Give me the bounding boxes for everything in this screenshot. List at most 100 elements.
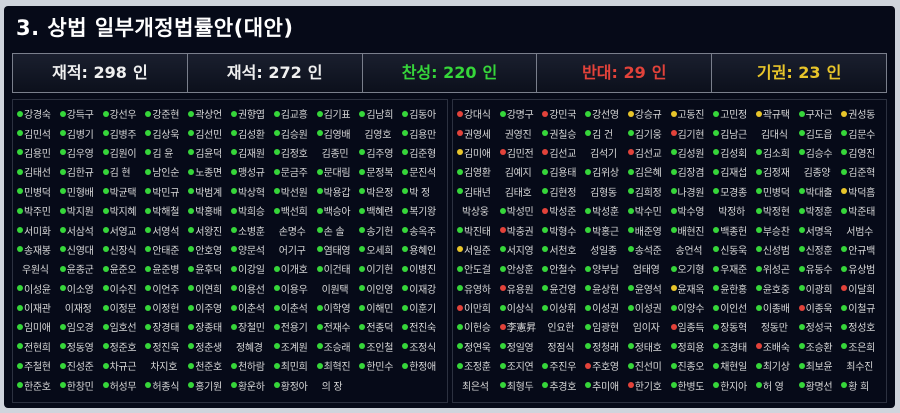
member-name: 서왕진 <box>195 226 222 238</box>
member-name: 박성훈 <box>592 207 619 219</box>
member-cell: 김기웅 <box>627 123 671 142</box>
member-cell: 김태선 <box>17 162 60 181</box>
vote-yes-indicator <box>627 362 634 369</box>
vote-yes-indicator <box>585 207 592 214</box>
vote-yes-indicator <box>230 304 237 311</box>
member-name: 민형배 <box>66 187 94 199</box>
member-name: 이성윤 <box>24 284 51 296</box>
member-cell: 윤후덕 <box>188 259 231 278</box>
member-cell: 김정재 <box>755 162 799 181</box>
member-name: 정성국 <box>805 323 833 335</box>
member-name: 배현진 <box>677 226 705 238</box>
member-cell: 손 솔 <box>316 220 360 239</box>
member-name: 이양수 <box>677 304 705 316</box>
member-name: 차규근 <box>109 362 137 374</box>
member-name: 이춘석 <box>280 304 308 316</box>
vote-yes-indicator <box>230 246 237 253</box>
member-name: 박 정 <box>409 187 430 199</box>
member-cell: 김석기 <box>585 143 628 162</box>
member-cell: 이병진 <box>402 259 445 278</box>
member-cell: 윤재옥 <box>670 279 714 298</box>
member-cell: 박주민 <box>17 201 60 220</box>
vote-no-indicator <box>585 362 592 369</box>
vote-yes-indicator <box>798 188 805 195</box>
vote-yes-indicator <box>841 207 848 214</box>
member-name: 노종면 <box>195 168 222 180</box>
vote-yes-indicator <box>230 265 237 272</box>
member-name: 김종양 <box>803 168 831 180</box>
vote-yes-indicator <box>713 227 720 234</box>
member-cell: 이종욱 <box>798 298 842 317</box>
member-cell: 박 정 <box>402 182 445 201</box>
vote-yes-indicator <box>499 110 506 117</box>
member-cell: 조은희 <box>841 337 884 356</box>
member-name: 김영호 <box>364 129 392 141</box>
member-name: 박진태 <box>464 226 491 238</box>
vote-no-indicator <box>542 149 549 156</box>
member-cell: 박형수 <box>542 220 585 239</box>
vote-yes-indicator <box>359 323 366 330</box>
member-cell: 이성윤 <box>17 279 60 298</box>
vote-yes-indicator <box>230 323 237 330</box>
member-name: 복기왕 <box>409 207 436 219</box>
member-name: 권영세 <box>464 129 491 141</box>
total-unit: 인 <box>132 63 148 82</box>
vote-yes-indicator <box>316 207 323 214</box>
member-cell: 장종태 <box>188 317 231 336</box>
member-cell: 이정문 <box>102 298 146 317</box>
member-name: 한민수 <box>366 362 394 374</box>
vote-yes-indicator <box>230 285 237 292</box>
vote-yes-indicator <box>402 285 409 292</box>
member-cell: 배준영 <box>627 220 671 239</box>
vote-yes-indicator <box>102 265 109 272</box>
member-name: 윤후덕 <box>195 265 222 277</box>
member-cell: 김용민 <box>17 143 60 162</box>
vote-yes-indicator <box>188 362 195 369</box>
total-label: 재적: <box>52 63 88 82</box>
vote-yes-indicator <box>670 188 677 195</box>
member-cell: 임오경 <box>59 317 103 336</box>
member-cell: 진성준 <box>59 356 103 375</box>
vote-yes-indicator <box>102 323 109 330</box>
member-cell: 송옥주 <box>402 220 445 239</box>
vote-yes-indicator <box>713 382 720 389</box>
member-cell: 한지아 <box>713 375 756 394</box>
vote-yes-indicator <box>798 343 805 350</box>
member-cell: 장경태 <box>145 317 188 336</box>
vote-yes-indicator <box>359 168 366 175</box>
member-cell: 김선민 <box>188 123 231 142</box>
vote-yes-indicator <box>841 149 848 156</box>
vote-yes-indicator <box>273 168 280 175</box>
vote-yes-indicator <box>145 246 152 253</box>
vote-yes-indicator <box>359 110 366 117</box>
member-name: 김선교 <box>549 148 577 160</box>
member-cell: 백혜련 <box>359 201 402 220</box>
member-cell: 박충권 <box>499 220 543 239</box>
member-name: 오기형 <box>677 265 705 277</box>
member-name: 안도걸 <box>464 265 491 277</box>
member-cell: 손명수 <box>274 220 317 239</box>
vote-yes-indicator <box>627 207 634 214</box>
member-cell: 이광희 <box>798 279 842 298</box>
member-cell: 모경종 <box>713 182 756 201</box>
member-name: 박해철 <box>152 207 180 219</box>
member-name: 최기상 <box>762 362 790 374</box>
member-cell: 박균택 <box>102 182 146 201</box>
member-cell: 우재준 <box>713 259 756 278</box>
member-name: 김성원 <box>677 148 705 160</box>
member-name: 진선미 <box>634 362 662 374</box>
member-name: 백종헌 <box>720 226 747 238</box>
vote-yes-indicator <box>402 149 409 156</box>
member-name: 한병도 <box>677 381 705 393</box>
member-cell: 이종배 <box>755 298 799 317</box>
vote-yes-indicator <box>17 207 23 214</box>
vote-yes-indicator <box>457 227 463 234</box>
member-cell: 정성국 <box>798 317 842 336</box>
member-name: 전진숙 <box>409 323 436 335</box>
member-name: 이인선 <box>720 304 747 316</box>
member-cell: 송기헌 <box>359 220 402 239</box>
member-name: 백혜련 <box>366 207 394 219</box>
member-cell: 박상혁 <box>230 182 274 201</box>
vote-yes-indicator <box>755 227 762 234</box>
member-name: 조은희 <box>848 342 875 354</box>
